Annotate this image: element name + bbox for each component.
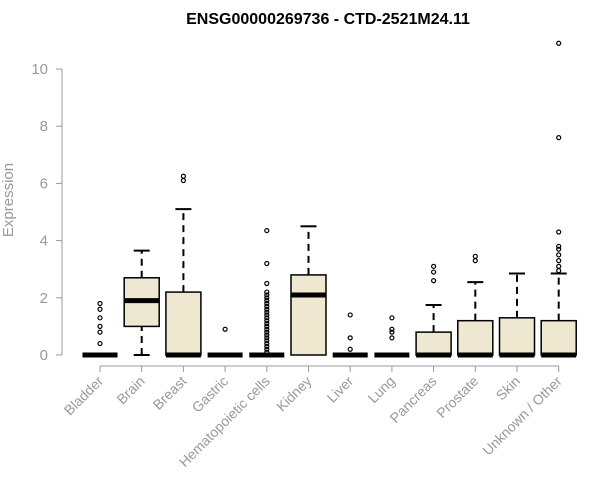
outlier-4-0: [264, 349, 270, 355]
outlier-6-2: [347, 312, 353, 318]
x-tick-label-2: Breast: [150, 373, 190, 413]
outlier-11-5: [556, 243, 562, 249]
box-rect-5: [290, 274, 327, 356]
outlier-4-22: [264, 280, 270, 287]
x-tick-label-9: Prostate: [433, 373, 481, 421]
outlier-4-6: [264, 332, 270, 338]
box-2: [165, 173, 202, 358]
chart-title: ENSG00000269736 - CTD-2521M24.11: [186, 11, 470, 28]
box-9: [457, 253, 494, 358]
outlier-4-2: [264, 343, 270, 350]
outlier-4-17: [264, 300, 270, 307]
y-tick-label-4: 8: [40, 118, 48, 135]
outlier-0-5: [97, 300, 103, 307]
outlier-8-0: [431, 278, 437, 284]
outlier-4-19: [264, 295, 270, 301]
outlier-11-6: [556, 229, 562, 235]
outlier-3-0: [222, 326, 228, 332]
box-rect-11: [540, 319, 577, 356]
outlier-0-3: [97, 315, 103, 321]
outlier-11-4: [556, 246, 562, 252]
x-tick-label-1: Brain: [113, 373, 147, 407]
y-axis: 0 2 4 6 8 10: [31, 61, 63, 364]
outlier-4-13: [264, 312, 270, 318]
outlier-4-15: [264, 306, 270, 312]
outlier-4-9: [264, 323, 270, 329]
outlier-11-2: [556, 258, 562, 264]
outlier-4-3: [264, 340, 270, 347]
y-tick-label-0: 0: [40, 347, 48, 364]
outlier-6-1: [347, 335, 353, 341]
x-tick-label-10: Skin: [493, 373, 524, 404]
outlier-2-1: [180, 173, 186, 179]
outlier-4-4: [264, 338, 270, 344]
outlier-4-23: [264, 260, 270, 267]
box-10: [498, 272, 536, 358]
x-tick-label-6: Liver: [324, 373, 357, 406]
outlier-4-1: [264, 346, 270, 352]
box-3: [207, 326, 243, 358]
box-rect-8: [415, 331, 452, 356]
box-rect-9: [457, 319, 494, 356]
outlier-4-11: [264, 318, 270, 324]
x-tick-label-11: Unknown / Other: [479, 373, 565, 459]
outlier-2-0: [180, 177, 186, 184]
outlier-9-0: [472, 258, 478, 264]
outlier-8-1: [431, 269, 437, 275]
outlier-11-0: [556, 268, 562, 274]
outlier-4-12: [264, 315, 270, 321]
box-8: [415, 263, 452, 358]
outlier-4-21: [264, 289, 270, 295]
box-rect-2: [165, 291, 202, 356]
box-7: [374, 315, 410, 358]
outlier-7-2: [389, 326, 395, 332]
outlier-4-14: [264, 309, 270, 315]
outlier-6-0: [347, 346, 353, 352]
box-5: [290, 225, 327, 356]
box-1: [123, 249, 160, 356]
y-axis-label: Expression: [0, 163, 17, 237]
outlier-11-1: [556, 263, 562, 269]
outlier-0-1: [97, 329, 103, 335]
box-6: [332, 312, 368, 358]
box-0: [82, 300, 118, 358]
y-tick-label-5: 10: [31, 61, 48, 78]
outlier-8-2: [431, 263, 437, 269]
box-4: [249, 227, 285, 358]
outlier-0-4: [97, 306, 103, 312]
x-tick-label-5: Kidney: [273, 373, 315, 415]
outlier-0-0: [97, 340, 103, 347]
x-tick-label-0: Bladder: [61, 373, 107, 419]
outlier-4-8: [264, 326, 270, 332]
outlier-9-1: [472, 253, 478, 259]
outlier-4-18: [264, 298, 270, 304]
outlier-7-1: [389, 329, 395, 335]
x-tick-label-7: Lung: [365, 373, 398, 406]
outlier-4-24: [264, 227, 270, 234]
y-tick-label-1: 2: [40, 290, 48, 307]
outlier-4-20: [264, 292, 270, 298]
outlier-4-7: [264, 329, 270, 335]
outlier-11-3: [556, 252, 562, 258]
outlier-4-10: [264, 320, 270, 327]
y-tick-label-2: 4: [40, 233, 48, 250]
box-rect-10: [498, 317, 536, 356]
outlier-4-5: [264, 335, 270, 341]
boxes-group: [82, 40, 577, 358]
box-11: [540, 40, 577, 358]
y-tick-label-3: 6: [40, 175, 48, 192]
outlier-0-2: [97, 323, 103, 329]
outlier-11-7: [556, 135, 562, 141]
outlier-7-3: [389, 315, 395, 321]
outlier-4-16: [264, 303, 270, 309]
outlier-7-0: [389, 335, 395, 341]
outlier-11-8: [556, 40, 562, 46]
